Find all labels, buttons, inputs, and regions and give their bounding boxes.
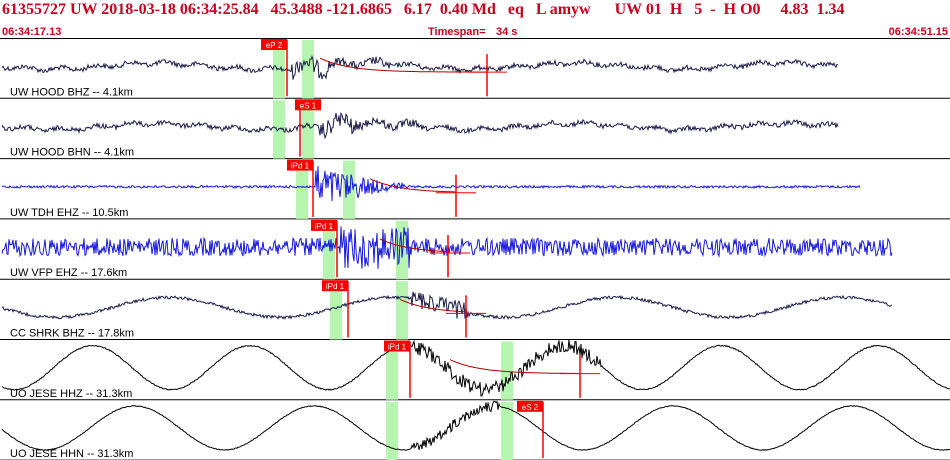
phase-window-band	[386, 401, 398, 460]
station-label: UO JESE HHZ -- 31.3km	[10, 388, 132, 400]
station-label: CC SHRK BHZ -- 17.8km	[10, 328, 134, 340]
seismogram-panel[interactable]: eP 2 UW HOOD BHZ -- 4.1km eS 1 UW HOOD BHN …	[0, 38, 950, 460]
coda-duration-curve	[369, 178, 457, 193]
waveform-trace	[1, 226, 893, 269]
phase-pick-box	[384, 340, 410, 352]
phase-pick-label: iPd 1	[291, 162, 310, 171]
phase-pick-box	[287, 159, 313, 171]
station-label: UW HOOD BHN -- 4.1km	[10, 147, 134, 159]
event-header: 61355727 UW 2018-03-18 06:34:25.84 45.34…	[0, 0, 950, 38]
phase-window-band	[323, 220, 335, 280]
station-label: UW VFP EHZ -- 17.6km	[10, 267, 127, 279]
timespan-value: 34 s	[496, 26, 518, 38]
phase-pick-label: eS 2	[522, 403, 539, 412]
phase-window-band	[501, 401, 513, 460]
end-time: 06:34:51.15	[888, 26, 948, 38]
timespan-label: Timespan=	[428, 26, 486, 38]
seismogram-svg[interactable]: eP 2 UW HOOD BHZ -- 4.1km eS 1 UW HOOD BHN …	[0, 38, 950, 460]
phase-window-band	[296, 160, 308, 219]
station-label: UO JESE HHN -- 31.3km	[10, 448, 133, 460]
phase-pick-box	[261, 39, 287, 50]
station-label: UW TDH EHZ -- 10.5km	[10, 207, 128, 219]
phase-pick-label: iPd 1	[326, 282, 345, 291]
start-time: 06:34:17.13	[2, 26, 62, 38]
waveform-trace	[1, 291, 893, 320]
phase-window-band	[386, 341, 398, 400]
phase-window-band	[396, 281, 408, 340]
waveform-trace	[1, 400, 950, 451]
waveform-trace	[1, 339, 950, 397]
waveform-trace	[1, 111, 839, 140]
phase-pick-label: eS 1	[300, 101, 317, 110]
phase-window-band	[302, 40, 314, 99]
phase-pick-label: eP 2	[266, 41, 283, 50]
station-label: UW HOOD BHZ -- 4.1km	[10, 86, 133, 98]
waveform-trace	[1, 166, 861, 202]
phase-pick-box	[295, 99, 321, 111]
phase-pick-label: iPd 1	[388, 343, 407, 352]
phase-window-band	[330, 281, 342, 340]
phase-pick-box	[517, 400, 543, 412]
coda-duration-curve	[449, 359, 580, 374]
coda-duration-curve	[399, 298, 467, 313]
waveform-trace	[1, 55, 839, 80]
phase-pick-label: iPd 1	[315, 222, 334, 231]
coda-duration-curve	[379, 238, 451, 253]
event-summary-line: 61355727 UW 2018-03-18 06:34:25.84 45.34…	[2, 1, 845, 18]
phase-pick-box	[311, 219, 337, 231]
coda-duration-curve	[319, 57, 486, 73]
phase-pick-box	[322, 280, 348, 292]
phase-window-band	[302, 100, 314, 159]
